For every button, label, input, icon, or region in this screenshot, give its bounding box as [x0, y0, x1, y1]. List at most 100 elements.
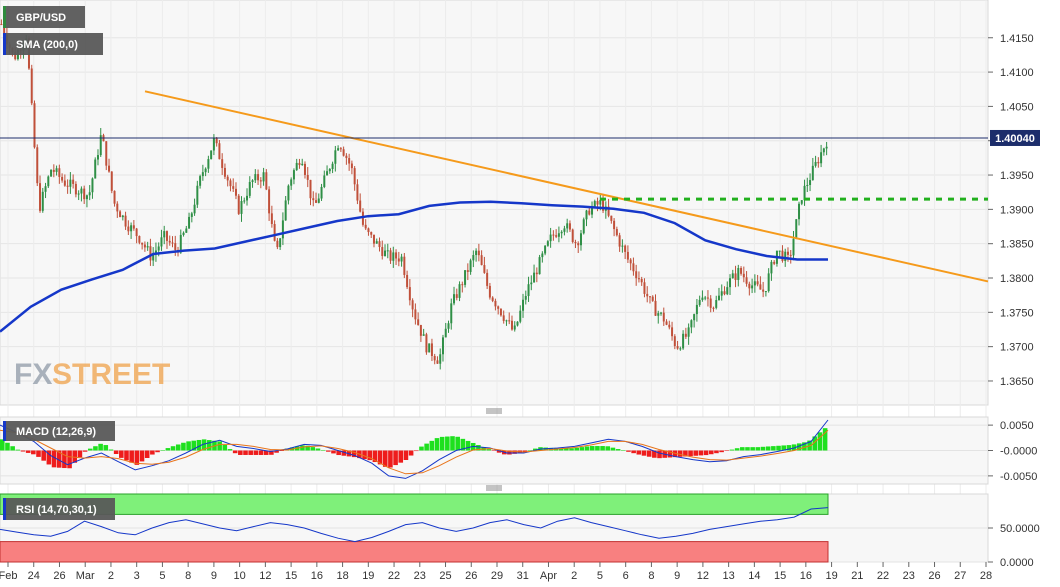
- candle-body: [259, 180, 262, 182]
- macd-histogram-bar: [372, 450, 378, 463]
- candle-body: [179, 234, 182, 253]
- candle-body: [615, 229, 618, 236]
- macd-histogram-bar: [144, 450, 150, 458]
- candle-body: [370, 232, 373, 235]
- macd-histogram-bar: [667, 450, 673, 458]
- macd-histogram-bar: [269, 450, 274, 455]
- macd-histogram-bar: [569, 448, 574, 451]
- candle-body: [455, 294, 458, 298]
- candle-body: [61, 176, 64, 181]
- candle-body: [767, 273, 770, 292]
- candle-body: [811, 165, 814, 181]
- time-tick-label: 12: [697, 570, 709, 582]
- candle-body: [215, 137, 218, 144]
- macd-histogram-bar: [258, 450, 264, 455]
- time-tick-label: 19: [362, 570, 374, 582]
- macd-histogram-bar: [108, 449, 114, 451]
- candle-body: [279, 238, 282, 248]
- macd-histogram-bar: [393, 450, 398, 466]
- candle-body: [350, 163, 353, 169]
- candle-body: [41, 191, 44, 211]
- candle-body: [461, 284, 464, 286]
- macd-histogram-bar: [621, 450, 626, 451]
- macd-histogram-bar: [455, 436, 460, 451]
- candle-body: [613, 220, 616, 230]
- candle-body: [676, 346, 679, 349]
- macd-histogram-bar: [564, 448, 569, 451]
- splitter-handle-1[interactable]: [486, 408, 502, 414]
- macd-histogram-bar: [812, 436, 818, 451]
- watermark-fx: FX: [14, 358, 52, 391]
- macd-histogram-bar: [683, 450, 688, 457]
- macd-histogram-bar: [207, 440, 212, 451]
- candle-body: [146, 246, 149, 248]
- macd-histogram-bar: [740, 447, 745, 451]
- candle-body: [290, 179, 293, 186]
- macd-histogram-bar: [98, 443, 103, 451]
- candle-body: [334, 150, 337, 164]
- candle-body: [671, 327, 674, 337]
- candle-body: [395, 252, 398, 259]
- candle-body: [715, 300, 718, 308]
- time-tick-label: 16: [800, 570, 812, 582]
- time-tick-label: 23: [414, 570, 426, 582]
- macd-histogram-bar: [150, 450, 155, 455]
- macd-histogram-bar: [87, 448, 93, 451]
- price-grid: [0, 37, 988, 382]
- macd-histogram-bar: [243, 450, 248, 455]
- macd-histogram-bar: [558, 448, 564, 451]
- macd-histogram-bar: [232, 450, 238, 454]
- candle-body: [510, 320, 513, 330]
- candle-body: [535, 272, 538, 275]
- candle-body: [303, 163, 306, 175]
- candle-body: [116, 203, 119, 212]
- candle-body: [762, 289, 765, 292]
- macd-histogram-bar: [341, 450, 347, 456]
- descending-trendline: [144, 90, 989, 283]
- candle-body: [52, 169, 55, 172]
- macd-histogram-bar: [724, 450, 730, 451]
- macd-histogram: [0, 428, 828, 469]
- macd-histogram-bar: [465, 440, 471, 451]
- macd-histogram-bar: [450, 436, 455, 451]
- candle-body: [99, 135, 102, 156]
- candle-body: [210, 150, 213, 160]
- candle-body: [254, 174, 257, 181]
- macd-histogram-bar: [25, 450, 31, 453]
- price-tick-label: 1.3700: [1000, 342, 1034, 354]
- macd-histogram-bar: [476, 445, 481, 451]
- candle-body: [690, 320, 693, 328]
- macd-histogram-bar: [196, 439, 202, 451]
- price-tick-label: 1.3900: [1000, 204, 1034, 216]
- candle-body: [268, 189, 271, 214]
- candle-body: [693, 314, 696, 321]
- macd-histogram-bar: [331, 450, 336, 454]
- candle-body: [524, 296, 527, 300]
- candle-body: [353, 168, 356, 185]
- candle-body: [646, 293, 649, 297]
- candle-body: [265, 172, 268, 190]
- candle-body: [422, 334, 425, 336]
- candle-body: [384, 250, 387, 256]
- time-tick-label: 5: [159, 570, 165, 582]
- candle-body: [372, 234, 375, 244]
- candle-body: [207, 159, 210, 169]
- rsi-tick-label: 50.0000: [1000, 523, 1040, 535]
- macd-histogram-bar: [377, 450, 383, 465]
- macd-histogram-bar: [351, 450, 357, 458]
- last-price-label: 1.40040: [995, 133, 1035, 145]
- time-tick-label: 5: [597, 570, 603, 582]
- macd-histogram-bar: [248, 450, 253, 455]
- macd-histogram-bar: [533, 448, 538, 451]
- candle-body: [602, 199, 605, 211]
- splitter-handle-2[interactable]: [486, 485, 502, 491]
- time-tick-label: 13: [723, 570, 735, 582]
- time-tick-label: 9: [211, 570, 217, 582]
- macd-histogram-bar: [439, 436, 445, 451]
- candle-body: [119, 211, 122, 218]
- macd-histogram-bar: [160, 450, 165, 451]
- time-tick-label: 26: [465, 570, 477, 582]
- rsi-line: [0, 507, 829, 543]
- candle-body: [637, 278, 640, 280]
